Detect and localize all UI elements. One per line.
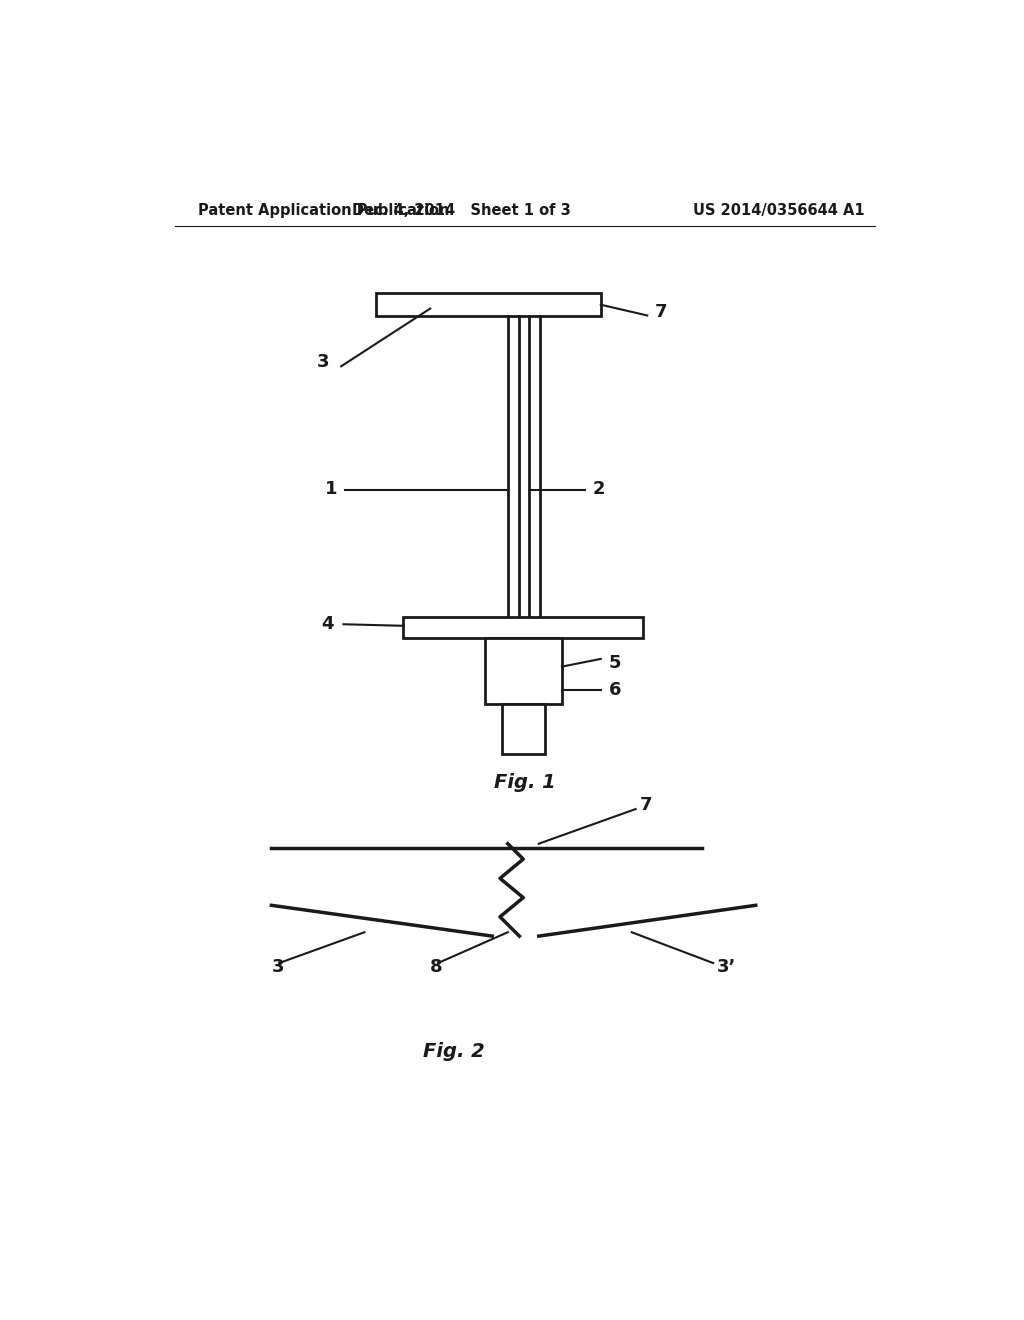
Text: Dec. 4, 2014   Sheet 1 of 3: Dec. 4, 2014 Sheet 1 of 3 [352, 203, 570, 218]
Text: 2: 2 [593, 480, 605, 499]
Bar [484, 638, 562, 704]
Bar [376, 293, 601, 317]
Text: Patent Application Publication: Patent Application Publication [198, 203, 450, 218]
Text: 7: 7 [640, 796, 652, 814]
Text: 5: 5 [608, 653, 621, 672]
Text: 1: 1 [325, 480, 337, 499]
Text: Fig. 1: Fig. 1 [494, 772, 556, 792]
Bar [403, 616, 643, 638]
Text: Fig. 2: Fig. 2 [423, 1041, 484, 1061]
Text: 4: 4 [321, 615, 334, 634]
Text: 7: 7 [655, 304, 668, 321]
Text: 6: 6 [608, 681, 621, 698]
Text: 3: 3 [271, 958, 284, 975]
Bar [503, 704, 545, 754]
Text: 8: 8 [430, 958, 442, 975]
Text: 3’: 3’ [717, 958, 736, 975]
Text: 3: 3 [317, 354, 330, 371]
Text: US 2014/0356644 A1: US 2014/0356644 A1 [692, 203, 864, 218]
